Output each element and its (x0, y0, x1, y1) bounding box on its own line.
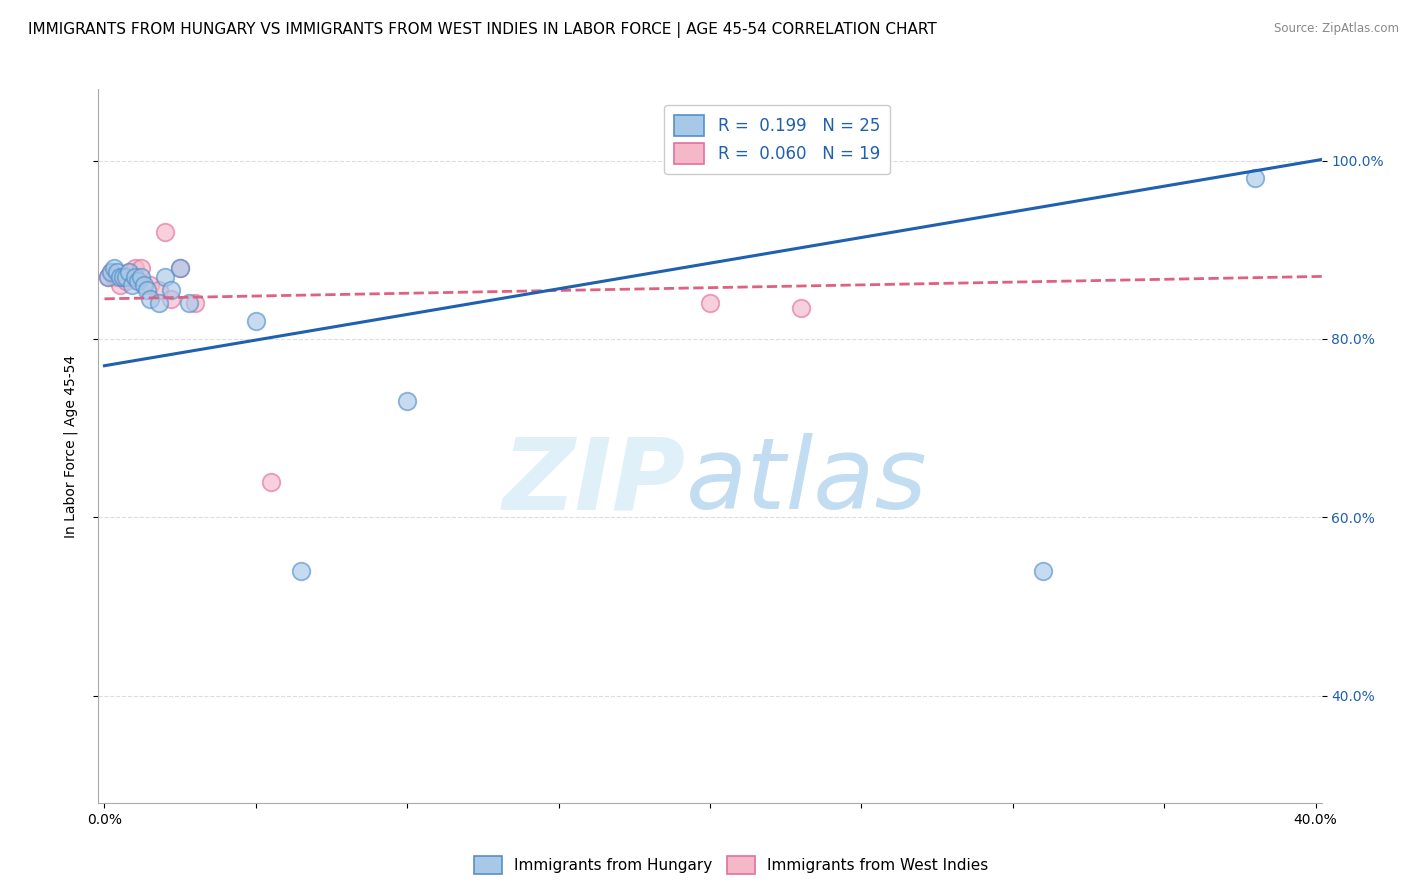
Text: atlas: atlas (686, 434, 927, 530)
Point (108, 269, 131, 284)
Point (160, 292, 183, 306)
Text: ZIP: ZIP (502, 434, 686, 530)
Point (132, 278, 155, 293)
Point (148, 283, 170, 297)
Point (169, 260, 191, 275)
Point (103, 269, 125, 284)
Point (100, 265, 122, 279)
Point (699, 296, 721, 310)
Point (396, 394, 419, 409)
Point (105, 265, 128, 279)
Text: IMMIGRANTS FROM HUNGARY VS IMMIGRANTS FROM WEST INDIES IN LABOR FORCE | AGE 45-5: IMMIGRANTS FROM HUNGARY VS IMMIGRANTS FR… (28, 22, 936, 38)
Point (105, 269, 128, 284)
Point (290, 564, 312, 578)
Point (114, 274, 136, 288)
Point (96, 269, 118, 284)
Point (139, 292, 162, 306)
Point (118, 265, 141, 279)
Point (108, 278, 131, 293)
Point (184, 296, 207, 310)
Point (169, 260, 191, 275)
Y-axis label: In Labor Force | Age 45-54: In Labor Force | Age 45-54 (63, 354, 77, 538)
Point (1244, 171, 1267, 186)
Point (1032, 564, 1054, 578)
Point (148, 296, 170, 310)
Point (245, 314, 267, 328)
Point (118, 265, 141, 279)
Point (124, 260, 146, 275)
Point (135, 283, 157, 297)
Point (111, 269, 134, 284)
Point (127, 274, 149, 288)
Point (111, 269, 134, 284)
Point (103, 260, 125, 275)
Point (129, 260, 152, 275)
Point (179, 296, 201, 310)
Point (121, 278, 143, 293)
Point (114, 269, 136, 284)
Point (96, 269, 118, 284)
Point (260, 475, 283, 489)
Point (160, 283, 183, 297)
Point (153, 269, 176, 284)
Text: Source: ZipAtlas.com: Source: ZipAtlas.com (1274, 22, 1399, 36)
Point (153, 225, 176, 239)
Point (129, 269, 152, 284)
Legend: Immigrants from Hungary, Immigrants from West Indies: Immigrants from Hungary, Immigrants from… (468, 850, 994, 880)
Point (100, 265, 122, 279)
Point (790, 301, 813, 315)
Point (139, 278, 162, 293)
Legend: R =  0.199   N = 25, R =  0.060   N = 19: R = 0.199 N = 25, R = 0.060 N = 19 (665, 104, 890, 174)
Point (124, 269, 146, 284)
